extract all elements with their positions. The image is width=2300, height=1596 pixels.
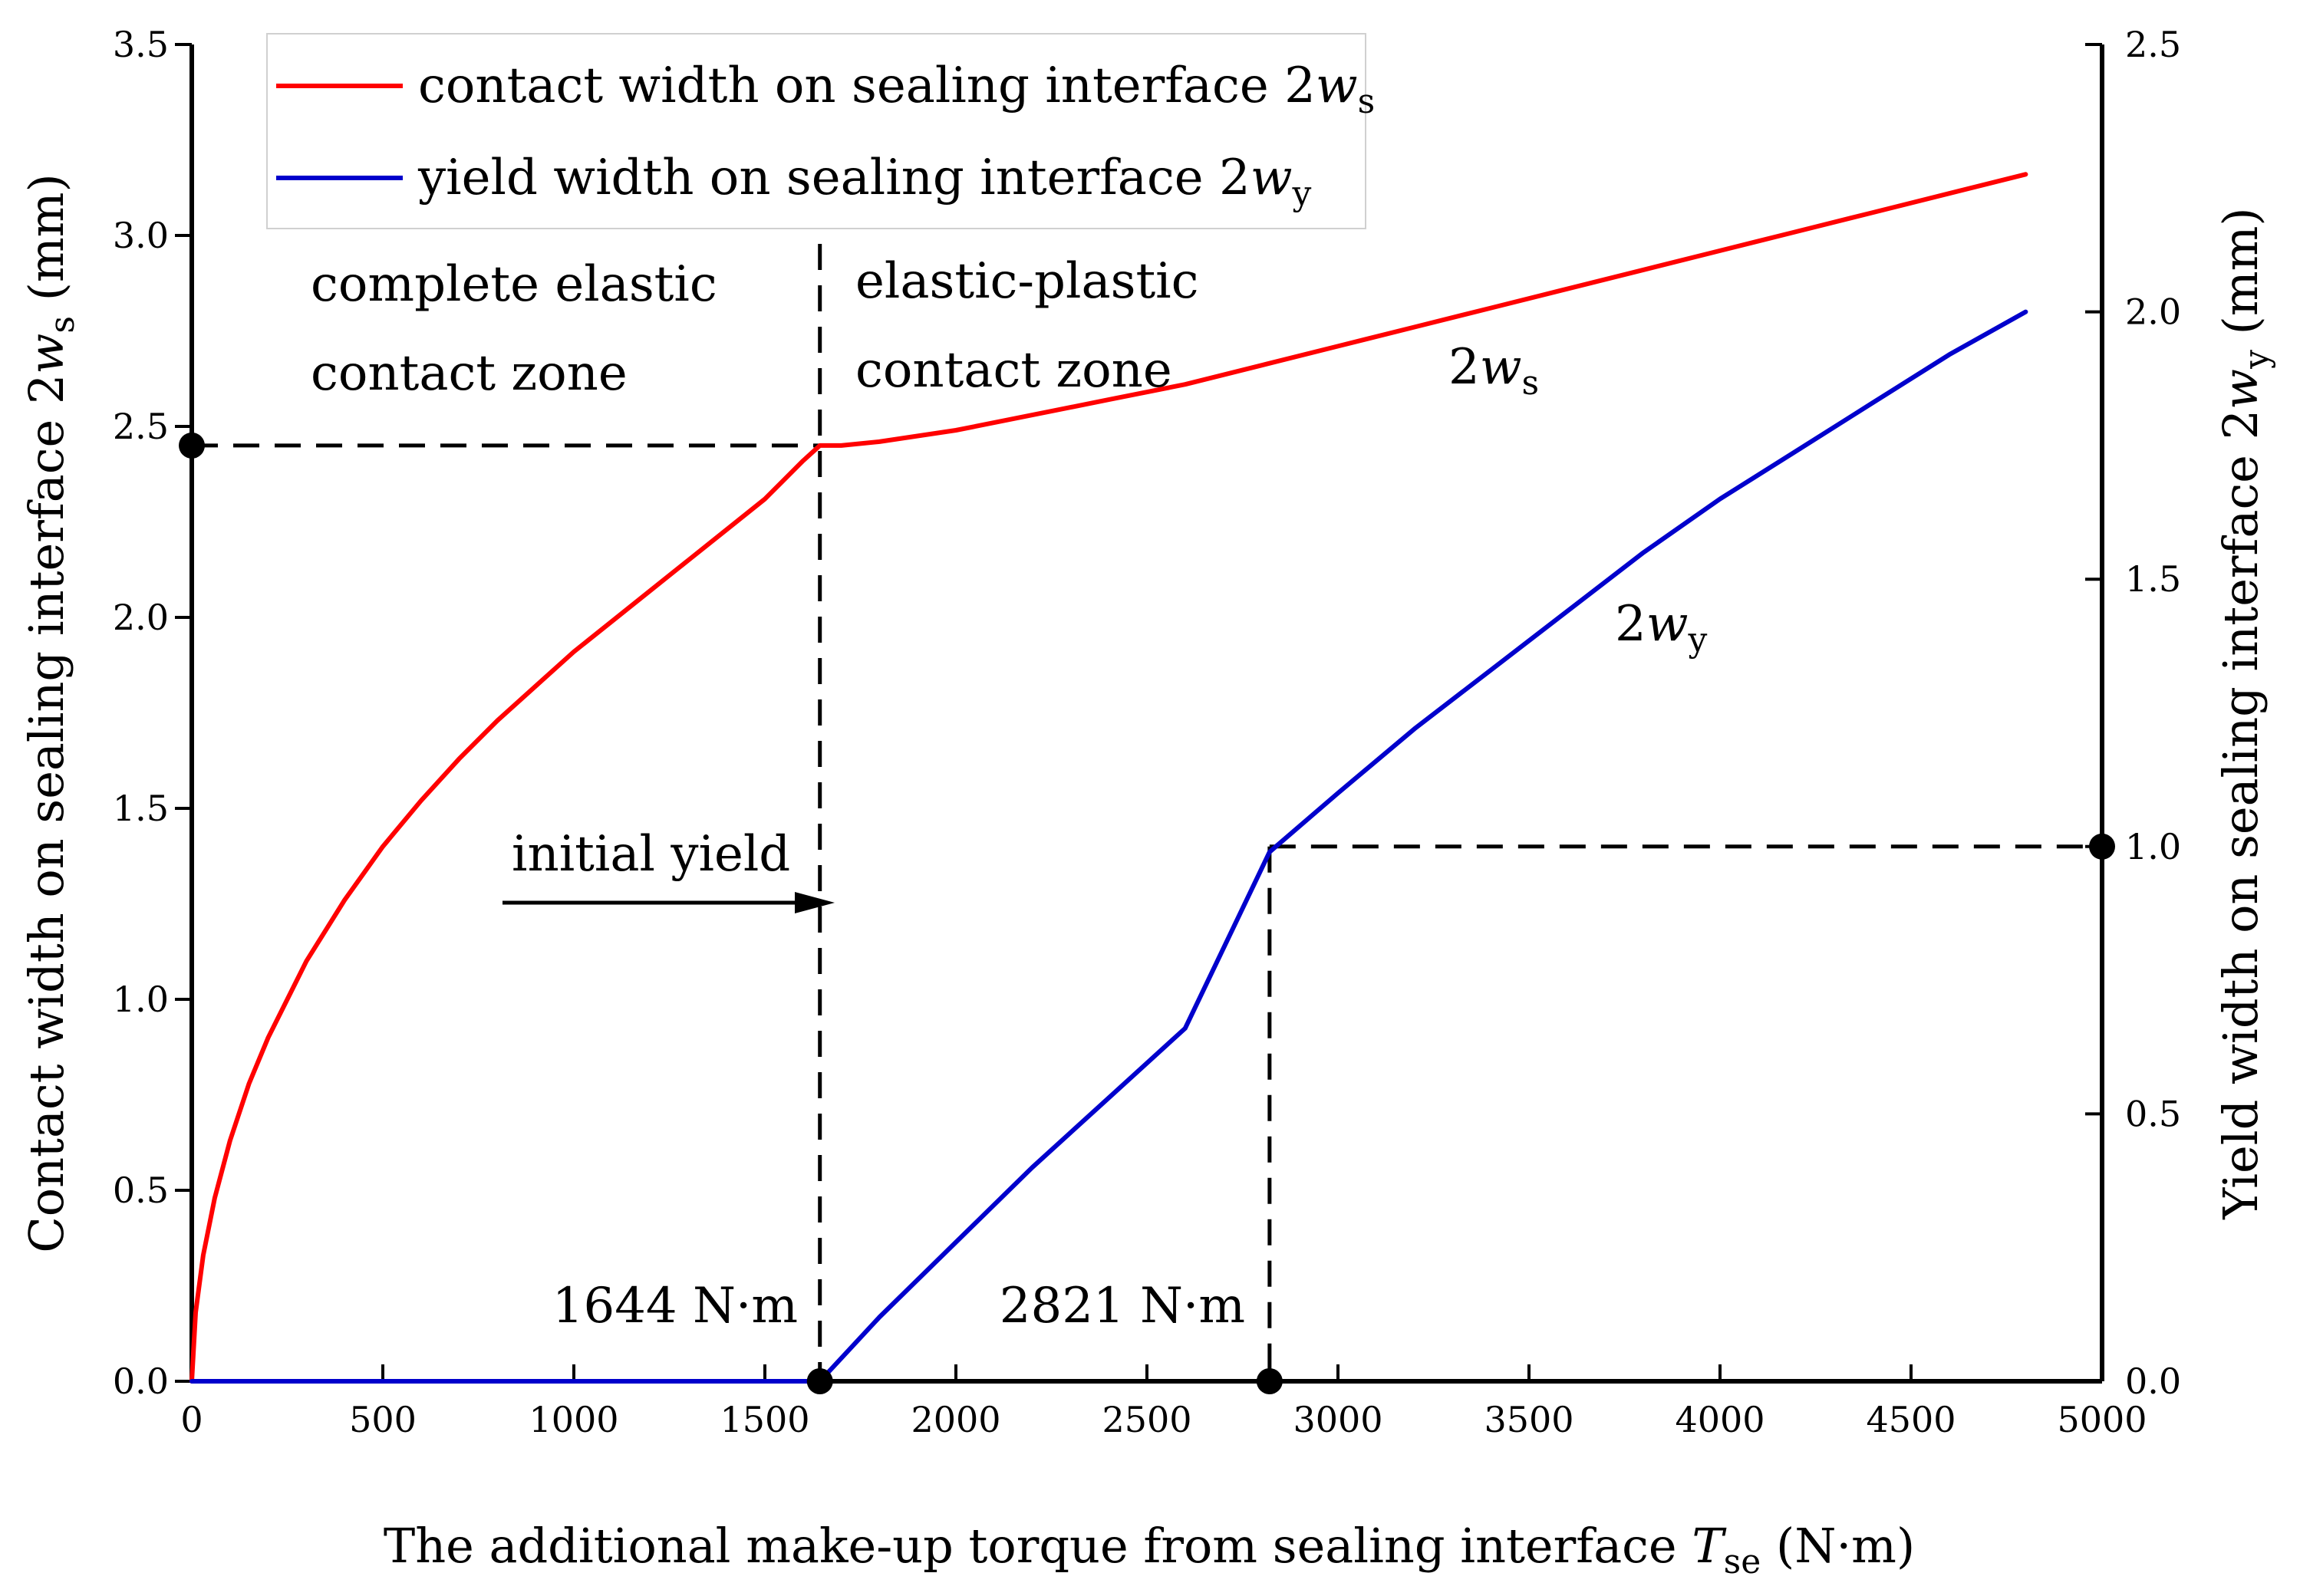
series-label-ws: 2ws: [1448, 339, 1539, 403]
x-tick-label: 1500: [720, 1399, 809, 1440]
x-tick-label: 500: [349, 1399, 417, 1440]
y-right-tick-label: 2.5: [2125, 24, 2181, 65]
y-left-ticks: 0.0 0.5 1.0 1.5 2.0 2.5 3.0 3.5: [113, 24, 192, 1402]
y-left-tick-label: 0.0: [113, 1361, 169, 1402]
y-right-ticks: 0.0 0.5 1.0 1.5 2.0 2.5: [2085, 24, 2181, 1402]
y-left-tick-label: 1.0: [113, 979, 169, 1020]
zone-plastic-line2: contact zone: [855, 342, 1172, 399]
y-left-tick-label: 0.5: [113, 1170, 169, 1211]
legend: contact width on sealing interface 2ws y…: [266, 33, 1375, 229]
x-axis-title: The additional make-up torque from seali…: [384, 1518, 1915, 1581]
initial-yield-label: initial yield: [512, 826, 790, 883]
y-right-tick-label: 0.0: [2125, 1361, 2181, 1402]
marker-dot: [1256, 1368, 1283, 1394]
series-layer: [189, 172, 2028, 1384]
x-tick-label: 5000: [2057, 1399, 2147, 1440]
legend-label-wy: yield width on sealing interface 2wy: [417, 150, 1312, 213]
x-tick-label: 1000: [529, 1399, 618, 1440]
legend-box: [266, 33, 1366, 229]
x-tick-label: 4500: [1866, 1399, 1956, 1440]
x-tick-label: 4000: [1675, 1399, 1765, 1440]
reference-lines: [192, 244, 2102, 1381]
initial-yield-arrow: [503, 892, 835, 913]
zone-plastic-line1: elastic-plastic: [855, 253, 1198, 310]
y-left-tick-label: 1.5: [113, 788, 169, 829]
marker-dot: [806, 1368, 833, 1394]
marker-dot: [2089, 833, 2115, 860]
y-right-tick-label: 2.0: [2125, 291, 2181, 333]
x-tick-label: 0: [180, 1399, 203, 1440]
y-left-tick-label: 3.0: [113, 215, 169, 256]
y-right-tick-label: 0.5: [2125, 1093, 2181, 1134]
y-left-tick-label: 3.5: [113, 24, 169, 65]
torque-1644-label: 1644 N·m: [552, 1278, 798, 1334]
y-right-axis-title: Yield width on sealing interface 2wy (mm…: [2213, 207, 2276, 1219]
x-tick-label: 3500: [1484, 1399, 1573, 1440]
series-label-wy: 2wy: [1615, 596, 1708, 660]
torque-2821-label: 2821 N·m: [1000, 1278, 1245, 1334]
y-left-tick-label: 2.5: [113, 406, 169, 447]
series-line-yield-width: [189, 309, 2028, 1384]
series-line-contact-width: [189, 172, 2028, 1384]
legend-label-ws: contact width on sealing interface 2ws: [418, 58, 1375, 121]
y-right-tick-label: 1.0: [2125, 826, 2181, 867]
y-left-tick-label: 2.0: [113, 597, 169, 638]
zone-elastic-line1: complete elastic: [311, 256, 717, 313]
x-tick-label: 2500: [1102, 1399, 1191, 1440]
x-tick-label: 3000: [1293, 1399, 1382, 1440]
y-left-axis-title: Contact width on sealing interface 2ws (…: [18, 173, 82, 1252]
markers: [179, 432, 2115, 1394]
y-right-tick-label: 1.5: [2125, 558, 2181, 600]
zone-elastic-line2: contact zone: [311, 345, 628, 402]
x-ticks: 0 500 1000 1500 2000 2500 3000 3500 4000 4500 5000: [180, 1364, 2147, 1440]
marker-dot: [179, 432, 205, 459]
x-tick-label: 2000: [911, 1399, 1000, 1440]
